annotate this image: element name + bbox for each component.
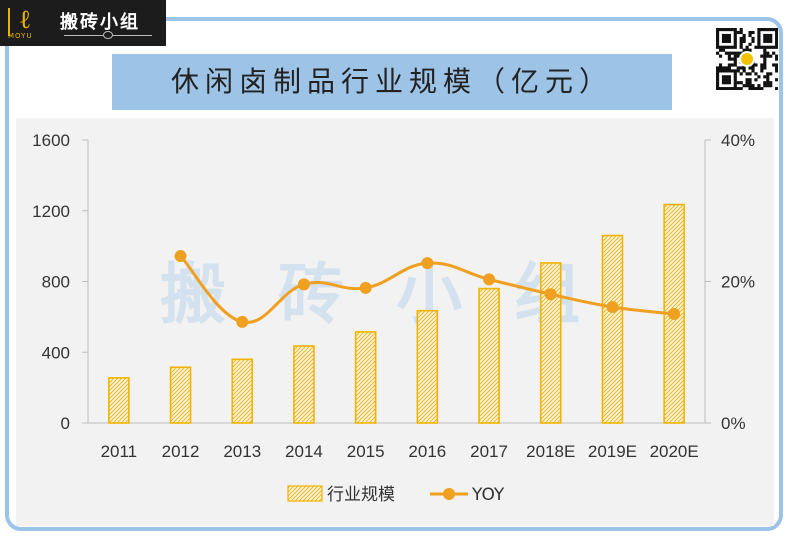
yoy-point-2015 [360, 282, 372, 294]
bar-2011 [109, 378, 129, 423]
right-tick-label: 40% [721, 131, 755, 150]
x-tick-label: 2015 [347, 442, 385, 461]
yoy-point-2017 [483, 273, 495, 285]
legend-swatch-dot [443, 488, 455, 500]
right-tick-label: 20% [721, 273, 755, 292]
legend-label-line: YOY [471, 485, 505, 505]
bar-2015 [356, 332, 376, 423]
bar-2013 [232, 359, 252, 423]
legend-label-bar: 行业规模 [327, 485, 395, 505]
yoy-point-2019E [606, 301, 618, 313]
bar-2017 [479, 289, 499, 423]
bars-group [109, 205, 684, 423]
yoy-point-2012 [175, 250, 187, 262]
bar-2019E [602, 236, 622, 423]
x-tick-label: 2018E [526, 442, 575, 461]
yoy-point-2018E [545, 288, 557, 300]
bar-2018E [541, 263, 561, 423]
x-tick-label: 2020E [650, 442, 699, 461]
legend: 行业规模 YOY [288, 485, 505, 505]
x-tick-label: 2013 [223, 442, 261, 461]
x-tick-label: 2014 [285, 442, 323, 461]
left-tick-label: 1600 [32, 131, 70, 150]
yoy-point-2014 [298, 278, 310, 290]
left-tick-label: 1200 [32, 202, 70, 221]
x-tick-label: 2011 [101, 442, 138, 461]
bar-2014 [294, 346, 314, 423]
right-tick-label: 0% [721, 414, 746, 433]
x-tick-label: 2017 [470, 442, 508, 461]
legend-swatch-bar [288, 486, 322, 501]
left-tick-label: 800 [42, 273, 70, 292]
bar-2016 [417, 311, 437, 423]
bar-2012 [171, 367, 191, 423]
axes-group: 0 400 800 1200 1600 0% 20% 40% 2011 2012 2013 2014 2… [32, 131, 755, 461]
chart-canvas: 0 400 800 1200 1600 0% 20% 40% 2011 2012 2013 2014 2… [0, 0, 792, 540]
x-tick-label: 2012 [162, 442, 200, 461]
x-tick-label: 2019E [588, 442, 637, 461]
yoy-point-2020E [668, 308, 680, 320]
x-tick-label: 2016 [408, 442, 446, 461]
left-tick-label: 0 [61, 414, 70, 433]
left-tick-label: 400 [42, 343, 70, 362]
yoy-point-2016 [421, 257, 433, 269]
yoy-point-2013 [236, 316, 248, 328]
